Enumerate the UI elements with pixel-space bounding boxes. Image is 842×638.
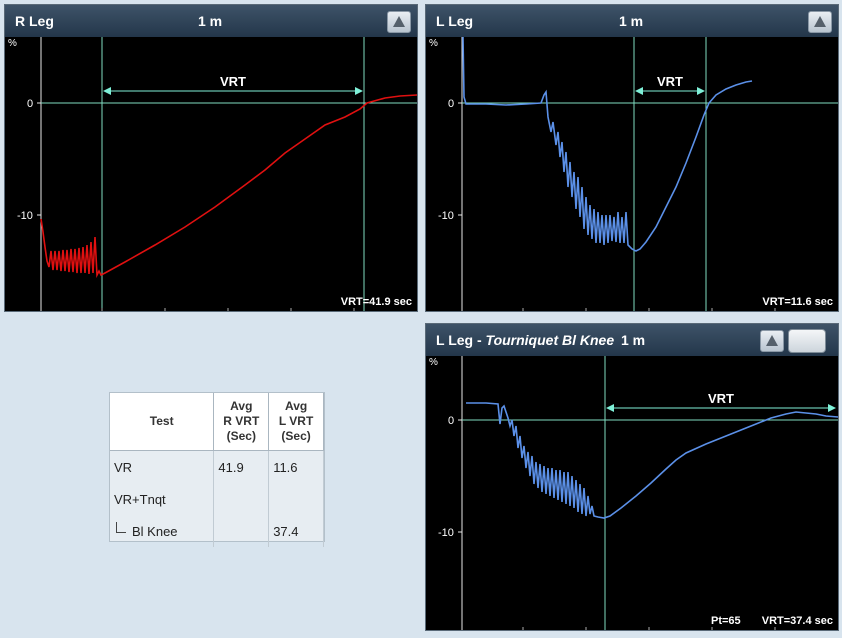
vrt-arrow-left-head: [103, 87, 111, 95]
l-leg-tourniquet-header: L Leg - Tourniquet Bl Knee 1 m: [426, 324, 838, 356]
row-r-vrt: [213, 515, 270, 547]
row-test-label: Bl Knee: [132, 523, 178, 539]
y-tick-minus-10: -10: [438, 527, 454, 539]
r-leg-collapse-button[interactable]: [387, 11, 411, 33]
title-prefix: L Leg -: [436, 332, 486, 348]
vrt-label: VRT: [220, 74, 246, 89]
y-tick-0: 0: [448, 415, 454, 427]
y-tick-0: 0: [448, 98, 454, 110]
y-unit-label: %: [8, 38, 17, 49]
r-leg-header: R Leg 1 m: [5, 5, 417, 37]
triangle-up-icon: [393, 16, 405, 27]
title-italic-site: Tourniquet Bl Knee: [485, 332, 615, 348]
row-l-vrt: 37.4: [268, 515, 324, 547]
vrt-arrow-right-head: [697, 87, 705, 95]
y-unit-label: %: [429, 38, 438, 49]
l-leg-tourniquet-panel: L Leg - Tourniquet Bl Knee 1 m % 0 -10 V…: [425, 323, 839, 631]
y-unit-label: %: [429, 357, 438, 368]
vrt-results-table: Test Avg R VRT (Sec) Avg L VRT (Sec) VR …: [109, 392, 325, 547]
table-row: VR+Tnqt: [110, 483, 324, 515]
y-tick-minus-10: -10: [438, 210, 454, 222]
row-test: VR: [110, 450, 215, 483]
x-axis-ticks: [522, 308, 776, 311]
l-leg-header: L Leg 1 m: [426, 5, 838, 37]
r-leg-time-span: 1 m: [198, 13, 223, 29]
r-leg-vrt-result: VRT=41.9 sec: [341, 296, 412, 308]
x-axis-ticks: [522, 627, 776, 630]
results-grid: Test Avg R VRT (Sec) Avg L VRT (Sec) VR …: [110, 393, 324, 547]
vrt-arrow-right-head: [828, 404, 836, 412]
x-axis-ticks: [101, 308, 355, 311]
l-leg-tourniquet-trace: [466, 402, 838, 519]
results-header-row: Test Avg R VRT (Sec) Avg L VRT (Sec): [110, 393, 324, 451]
l-leg-tourniquet-plot: % 0 -10 VRT Pt=65 VRT=37.4 sec: [429, 356, 838, 630]
r-leg-trace: [40, 94, 417, 279]
table-row: Bl Knee 37.4: [110, 515, 324, 547]
l-leg-vrt-result: VRT=11.6 sec: [762, 296, 833, 308]
l-leg-collapse-button[interactable]: [808, 11, 832, 33]
row-r-vrt: 41.9: [213, 450, 270, 483]
table-row: VR 41.9 11.6: [110, 450, 324, 483]
vrt-arrow-right-head: [355, 87, 363, 95]
vrt-label: VRT: [708, 391, 734, 406]
vrt-label: VRT: [657, 74, 683, 89]
l-leg-title: L Leg: [436, 13, 474, 29]
triangle-up-icon: [766, 335, 778, 346]
row-l-vrt: 11.6: [268, 450, 324, 483]
row-r-vrt: [213, 483, 270, 515]
l-leg-trace: [462, 37, 753, 252]
l-leg-time-span: 1 m: [619, 13, 644, 29]
r-leg-panel: R Leg 1 m % 0 -10 VRT VRT=41.9 sec: [4, 4, 418, 312]
y-tick-0: 0: [27, 98, 33, 110]
l-leg-tourniquet-option-button[interactable]: [788, 329, 826, 353]
row-test-sub: Bl Knee: [110, 515, 215, 547]
y-tick-minus-10: -10: [17, 210, 33, 222]
l-leg-panel: L Leg 1 m % 0 -10 VRT VRT=11.6 sec: [425, 4, 839, 312]
tree-elbow-icon: [116, 521, 126, 533]
header-avg-l-vrt: Avg L VRT (Sec): [268, 393, 324, 451]
triangle-up-icon: [814, 16, 826, 27]
l-leg-tourniquet-pt: Pt=65: [711, 615, 741, 627]
row-test: VR+Tnqt: [110, 483, 215, 515]
vrt-arrow-left-head: [606, 404, 614, 412]
r-leg-plot: % 0 -10 VRT VRT=41.9 sec: [8, 37, 417, 311]
l-leg-tourniquet-title: L Leg - Tourniquet Bl Knee: [436, 332, 614, 348]
vrt-arrow-left-head: [635, 87, 643, 95]
l-leg-tourniquet-time-span: 1 m: [621, 332, 646, 348]
l-leg-tourniquet-vrt-result: VRT=37.4 sec: [762, 615, 833, 627]
header-test: Test: [110, 393, 215, 451]
l-leg-tourniquet-collapse-button[interactable]: [760, 330, 784, 352]
l-leg-plot: % 0 -10 VRT VRT=11.6 sec: [429, 37, 838, 311]
row-l-vrt: [268, 483, 324, 515]
r-leg-title: R Leg: [15, 13, 54, 29]
header-avg-r-vrt: Avg R VRT (Sec): [213, 393, 270, 451]
